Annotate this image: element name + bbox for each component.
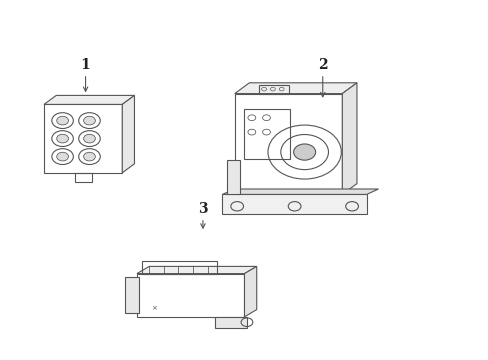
Bar	[244, 109, 289, 159]
Circle shape	[57, 134, 68, 143]
Bar	[142, 261, 217, 274]
Circle shape	[83, 116, 95, 125]
Bar	[44, 104, 122, 173]
Circle shape	[293, 144, 315, 160]
Text: 3: 3	[198, 202, 207, 216]
Bar	[234, 94, 342, 194]
Polygon shape	[44, 95, 134, 104]
Text: ×: ×	[151, 305, 157, 311]
Bar	[124, 277, 139, 313]
Circle shape	[57, 152, 68, 161]
Polygon shape	[244, 266, 256, 317]
Polygon shape	[122, 95, 134, 173]
Bar	[137, 274, 244, 317]
Circle shape	[57, 116, 68, 125]
Text: 1: 1	[81, 58, 90, 72]
Bar	[259, 85, 288, 94]
Bar	[227, 160, 239, 194]
Circle shape	[83, 134, 95, 143]
Bar	[222, 194, 366, 214]
Circle shape	[83, 152, 95, 161]
Polygon shape	[137, 266, 256, 274]
Bar	[74, 173, 91, 182]
Polygon shape	[222, 189, 378, 194]
Polygon shape	[234, 83, 356, 94]
Polygon shape	[342, 83, 356, 194]
Bar	[215, 317, 246, 328]
Text: 2: 2	[317, 58, 327, 72]
